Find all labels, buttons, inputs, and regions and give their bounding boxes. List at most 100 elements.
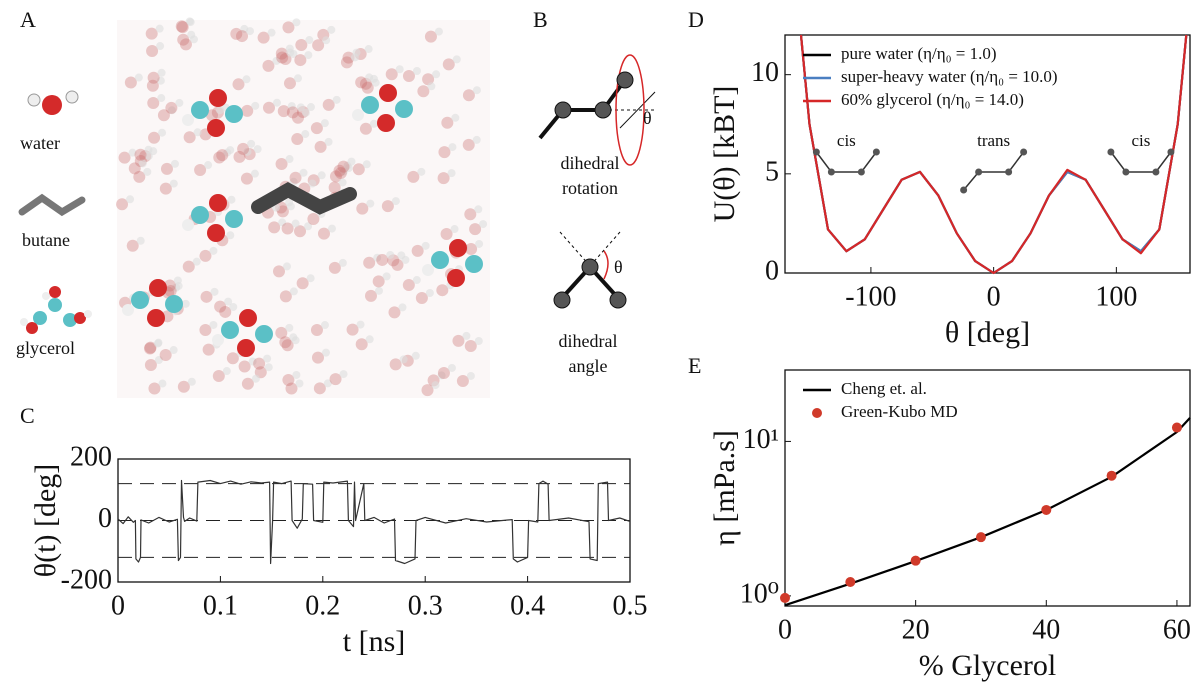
water-h bbox=[338, 258, 347, 267]
y-tick-label: 0 bbox=[765, 255, 779, 286]
water-molecule bbox=[311, 351, 324, 364]
mini-atom bbox=[1020, 148, 1028, 156]
water-molecule bbox=[421, 384, 434, 397]
water-molecule bbox=[389, 358, 402, 371]
water-molecule bbox=[159, 182, 172, 195]
glycerol-atom bbox=[449, 239, 467, 257]
water-h bbox=[286, 48, 295, 57]
water-h bbox=[365, 335, 374, 344]
water-molecule bbox=[364, 289, 377, 302]
water-molecule bbox=[296, 277, 309, 290]
molecule-label: water bbox=[20, 133, 60, 153]
water-molecule bbox=[294, 54, 307, 67]
water-molecule bbox=[462, 138, 475, 151]
plot-frame bbox=[784, 369, 1191, 607]
water-molecule bbox=[232, 78, 245, 91]
water-h bbox=[382, 272, 391, 281]
water-h bbox=[193, 128, 202, 137]
water-molecule bbox=[268, 221, 281, 234]
y-axis-label: U(θ) [kBT] bbox=[708, 86, 741, 223]
water-h bbox=[399, 355, 408, 364]
water-molecule bbox=[214, 300, 227, 313]
x-tick-label: 0.2 bbox=[305, 590, 340, 621]
water-h bbox=[215, 106, 224, 115]
water-molecule bbox=[199, 249, 212, 262]
water-h bbox=[128, 148, 137, 157]
data-point bbox=[975, 532, 986, 543]
water-h bbox=[347, 157, 356, 166]
water-h bbox=[421, 241, 430, 250]
diagram-label: dihedral bbox=[561, 153, 620, 173]
water-molecule bbox=[237, 142, 250, 155]
water-molecule bbox=[240, 172, 253, 185]
molecule-label: glycerol bbox=[16, 338, 75, 358]
water-h bbox=[301, 130, 310, 139]
water-h bbox=[210, 287, 219, 296]
rotation-diagram bbox=[538, 54, 656, 166]
water-h bbox=[248, 357, 257, 366]
glycerol-atom bbox=[377, 114, 395, 132]
water-h bbox=[247, 139, 256, 148]
water-h bbox=[462, 331, 471, 340]
water-h bbox=[173, 276, 182, 285]
water-molecule bbox=[417, 85, 430, 98]
water-molecule bbox=[241, 104, 254, 117]
water-h bbox=[291, 219, 300, 228]
mini-atom bbox=[812, 148, 820, 156]
mini-atom bbox=[960, 186, 968, 194]
water-h bbox=[186, 18, 195, 27]
water-h bbox=[369, 119, 378, 128]
water-molecule bbox=[469, 223, 482, 236]
water-h bbox=[362, 160, 371, 169]
water-h bbox=[158, 379, 167, 388]
glycerol-icon bbox=[20, 286, 92, 334]
mini-atom bbox=[827, 168, 835, 176]
water-h bbox=[397, 251, 406, 260]
water-h bbox=[306, 103, 315, 112]
diagram-label: rotation bbox=[562, 178, 618, 198]
water-h bbox=[156, 42, 165, 51]
water-h bbox=[296, 103, 305, 112]
water-molecule bbox=[407, 170, 420, 183]
water-molecule bbox=[283, 77, 296, 90]
water-molecule bbox=[275, 326, 288, 339]
water-icon bbox=[27, 90, 79, 115]
x-tick-label: 0.3 bbox=[408, 590, 443, 621]
mini-molecule bbox=[815, 151, 877, 173]
water-h bbox=[398, 303, 407, 312]
water-molecule bbox=[313, 382, 326, 395]
water-molecule bbox=[411, 244, 424, 257]
water-molecule bbox=[147, 71, 160, 84]
mini-atom bbox=[1122, 168, 1130, 176]
x-tick-label: 0.5 bbox=[613, 590, 648, 621]
water-molecule bbox=[337, 160, 350, 173]
water-molecule bbox=[295, 39, 308, 52]
water-h bbox=[136, 236, 145, 245]
water-h bbox=[332, 95, 341, 104]
water-molecule bbox=[289, 171, 302, 184]
water-h bbox=[243, 147, 252, 156]
water-molecule bbox=[307, 212, 320, 225]
glycerol-atom bbox=[207, 224, 225, 242]
data-line bbox=[799, 34, 1188, 275]
water-h bbox=[251, 374, 260, 383]
water-h bbox=[285, 323, 294, 332]
water-molecule bbox=[342, 51, 355, 64]
glycerol-atom bbox=[395, 100, 413, 118]
water-molecule bbox=[285, 382, 298, 395]
water-h bbox=[356, 320, 365, 329]
water-h bbox=[293, 74, 302, 83]
data-point bbox=[910, 555, 921, 566]
y-tick-label: 10¹ bbox=[743, 424, 779, 455]
water-h bbox=[448, 143, 457, 152]
water-h bbox=[263, 354, 272, 363]
diagram-label: angle bbox=[569, 356, 608, 376]
water-h bbox=[126, 195, 135, 204]
water-molecule bbox=[329, 373, 342, 386]
water-molecule bbox=[262, 59, 275, 72]
water-molecule bbox=[424, 30, 437, 43]
panel-label: D bbox=[688, 7, 704, 32]
water-molecule bbox=[415, 292, 428, 305]
water-molecule bbox=[233, 150, 246, 163]
water-molecule bbox=[118, 151, 131, 164]
